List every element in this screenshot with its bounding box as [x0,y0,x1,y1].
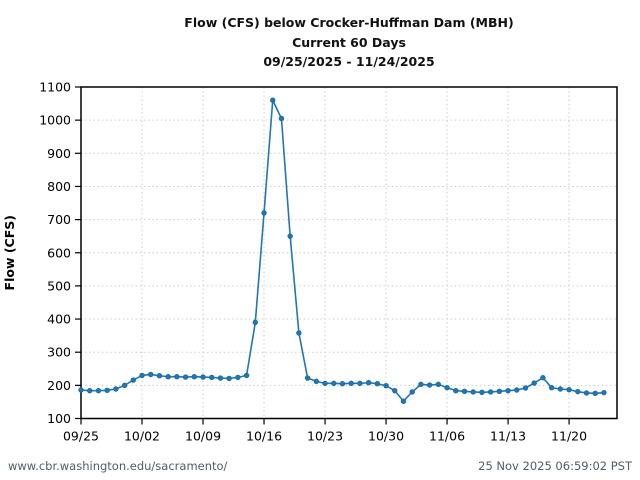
y-tick-label: 1100 [39,80,71,95]
y-tick-label: 300 [47,345,71,360]
x-tick-label: 10/16 [246,429,282,444]
y-tick-label: 800 [47,179,71,194]
data-point [156,373,163,379]
x-tick-label: 09/25 [63,429,99,444]
x-tick-label: 11/20 [551,429,587,444]
data-point [270,97,276,103]
data-point [461,388,468,395]
data-point [87,387,93,394]
data-point [209,374,215,381]
y-tick-label: 900 [47,146,71,161]
footer-source-url: www.cbr.washington.edu/sacramento/ [8,459,228,473]
data-point [278,115,285,122]
data-point [365,379,372,386]
data-point [418,381,424,388]
data-point [104,387,110,394]
data-point [287,233,293,239]
data-point [331,380,337,387]
x-tick-label: 10/30 [368,429,404,444]
data-point [296,330,302,336]
data-point [392,387,398,394]
data-point [400,398,407,404]
data-point [540,375,546,381]
data-point [339,380,346,387]
data-point [601,389,607,396]
data-point [357,380,363,387]
data-point [566,386,572,393]
data-point [182,374,189,380]
data-point [174,374,180,380]
data-point [557,386,564,392]
data-point [592,390,598,397]
y-tick-label: 400 [47,312,71,327]
data-point [313,378,320,385]
flow-series-line [80,99,604,403]
data-point [548,384,555,391]
data-point [496,388,503,395]
data-point [575,388,581,395]
data-point [479,389,485,396]
data-point [217,375,224,381]
chart-subtitle: Current 60 Days [292,34,406,50]
data-point [121,382,128,389]
data-point [409,389,415,395]
data-point [304,375,311,381]
y-tick-label: 700 [47,212,71,227]
x-tick-label: 10/09 [185,429,221,444]
data-point [426,382,433,388]
data-point [113,386,119,392]
x-tick-label: 10/02 [124,429,160,444]
data-point [514,387,520,393]
data-point [583,390,590,396]
data-point [226,375,232,382]
data-point [348,380,354,387]
data-point [444,384,450,391]
y-tick-label: 100 [47,411,71,426]
y-tick-label: 1000 [39,113,71,128]
y-axis-label: Flow (CFS) [2,215,17,290]
data-point [243,372,250,379]
x-tick-label: 11/06 [429,429,465,444]
data-point [95,387,102,394]
x-tick-label: 11/13 [490,429,526,444]
data-point [374,380,381,387]
footer: www.cbr.washington.edu/sacramento/ 25 No… [0,455,640,477]
data-point [487,389,494,395]
data-point [470,389,476,395]
data-point [505,387,511,394]
y-tick-label: 500 [47,278,71,293]
y-tick-label: 200 [47,378,71,393]
data-point [522,385,529,391]
data-point [252,319,259,326]
data-point [148,371,154,378]
chart-date-range: 09/25/2025 - 11/24/2025 [263,54,435,69]
chart-title-block: Flow (CFS) below Crocker-Huffman Dam (MB… [81,13,617,72]
data-point [130,377,136,383]
data-point [453,387,459,394]
data-point [261,210,267,216]
data-point [235,374,241,381]
chart-title: Flow (CFS) below Crocker-Huffman Dam (MB… [184,15,514,30]
data-point [165,374,171,380]
data-point [531,380,537,386]
data-point [78,387,84,393]
data-point [383,382,389,389]
x-tick-label: 10/23 [307,429,343,444]
data-point [322,380,328,387]
data-point [435,381,442,388]
y-tick-label: 600 [47,245,71,260]
data-point [139,372,145,379]
data-point [200,374,206,380]
footer-timestamp: 25 Nov 2025 06:59:02 PST [478,459,632,473]
data-point [191,374,198,380]
